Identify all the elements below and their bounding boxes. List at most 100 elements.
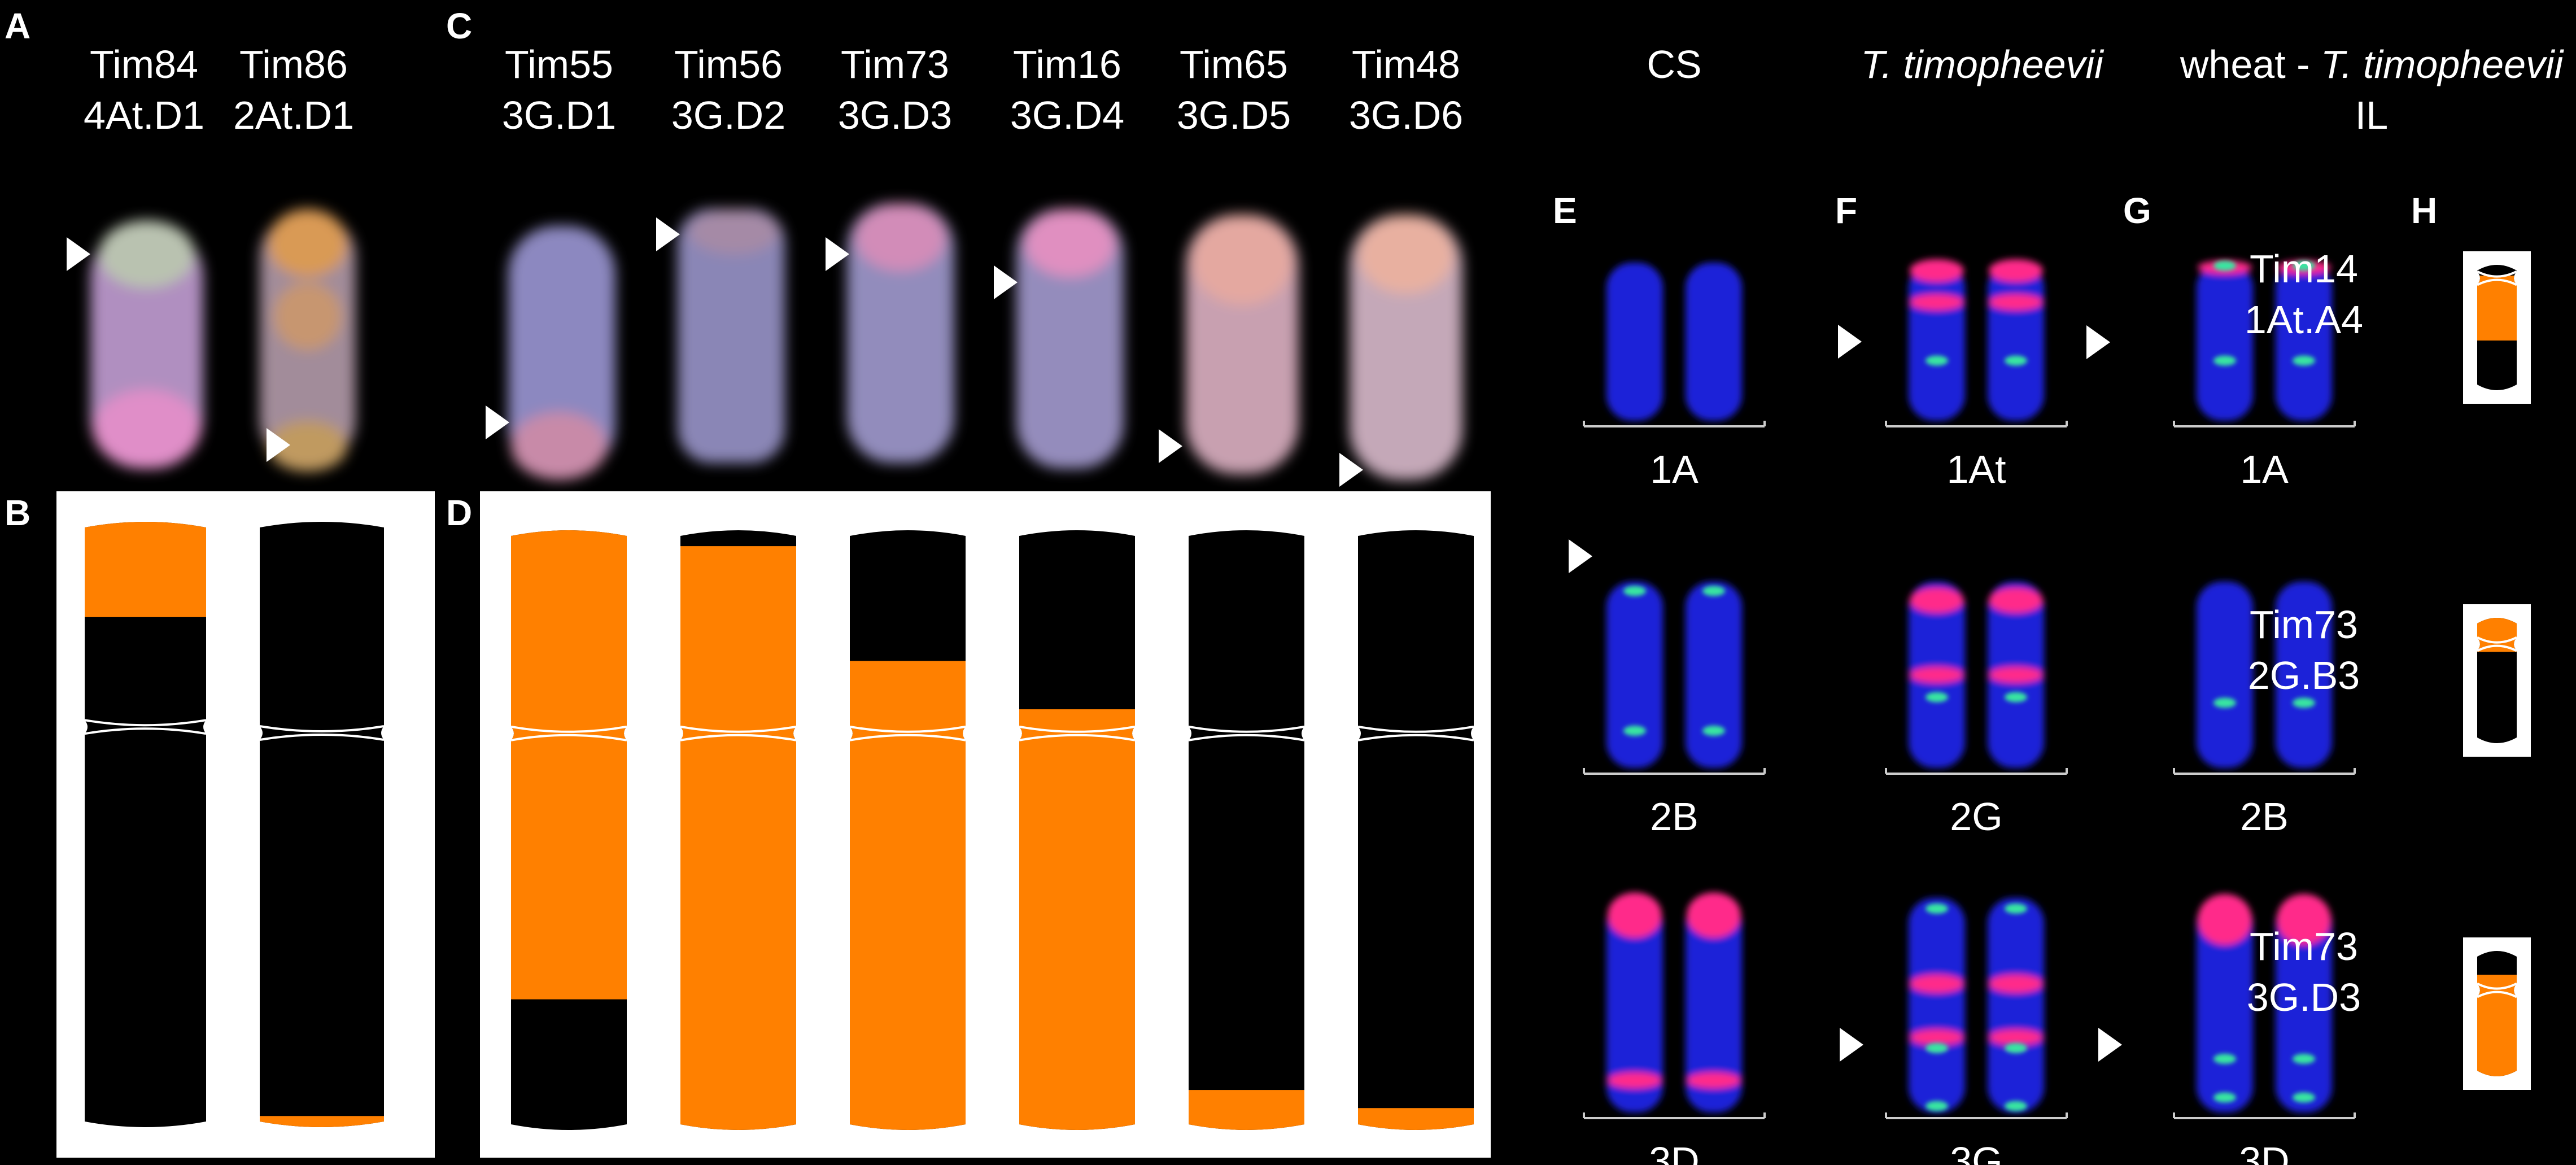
chromosome xyxy=(2197,898,2253,1112)
fish-panels: 1A 2B 3D 1At 2G 3G 1A 2B 3D xyxy=(1569,259,2356,1165)
line-code: 3G.D3 xyxy=(838,93,952,137)
red-signal xyxy=(1687,1072,1741,1088)
line-code: 3G.D5 xyxy=(1177,93,1291,137)
chromosome-photo xyxy=(260,209,356,472)
panel-c-photos xyxy=(486,203,1462,487)
chromosome-label: 3D xyxy=(2239,1139,2289,1165)
red-signal xyxy=(1910,294,1964,310)
chromosome xyxy=(1606,263,1663,421)
line-code: 3G.D6 xyxy=(1349,93,1463,137)
introgression-segment xyxy=(850,661,966,1130)
chromosome-label: 1At xyxy=(1946,447,2006,491)
red-signal xyxy=(1608,892,1662,938)
chromosome-photo xyxy=(1016,209,1124,469)
chromosome xyxy=(1988,898,2044,1112)
centromere xyxy=(849,725,966,741)
chromosome-photo xyxy=(678,209,785,463)
chromosome xyxy=(2276,263,2332,421)
green-signal xyxy=(1926,355,1948,366)
line-name: Tim86 xyxy=(239,42,348,86)
fish-chromosome-pair xyxy=(1885,898,2068,1119)
chromosome-label: 2B xyxy=(2240,795,2289,839)
arrowhead-icon xyxy=(1840,1028,1863,1062)
chromosome-label: 1A xyxy=(2240,447,2289,491)
green-signal xyxy=(1926,1101,1948,1111)
line-name: Tim48 xyxy=(1352,42,1460,86)
pair-bracket xyxy=(1885,421,2068,427)
h-line-code: 2G.B3 xyxy=(2248,653,2360,697)
pair-bracket xyxy=(2173,1112,2356,1119)
red-signal xyxy=(2277,894,2331,945)
red-signal xyxy=(1989,259,2043,282)
green-signal xyxy=(2213,1054,2236,1064)
red-signal xyxy=(1989,667,2043,683)
introgression-segment xyxy=(1189,1090,1304,1130)
chromosome-ideogram xyxy=(2477,618,2517,743)
line-name: Tim55 xyxy=(505,42,613,86)
red-signal xyxy=(1608,1072,1662,1088)
chromosome xyxy=(1909,898,1965,1112)
introgression-segment xyxy=(680,546,796,1130)
chromosome-label: 1A xyxy=(1650,447,1699,491)
centromere xyxy=(680,725,797,741)
introgression-segment xyxy=(260,1116,384,1127)
green-signal xyxy=(2293,697,2315,708)
panel-b-ideograms xyxy=(84,522,385,1127)
panel-label-a: A xyxy=(5,6,30,46)
green-signal xyxy=(2293,260,2315,271)
chromosome-photo xyxy=(1186,215,1299,474)
green-signal xyxy=(1623,586,1646,596)
arrowhead-icon xyxy=(656,217,680,251)
chromosome-label: 3D xyxy=(1649,1139,1699,1165)
introgression-segment xyxy=(2477,975,2517,1076)
h-line-name: Tim73 xyxy=(2250,603,2358,647)
green-signal xyxy=(1926,1043,1948,1053)
red-signal xyxy=(1910,667,1964,683)
line-name: Tim84 xyxy=(90,42,198,86)
h-line-name: Tim73 xyxy=(2250,924,2358,968)
centromere xyxy=(2477,982,2517,998)
line-code: 3G.D4 xyxy=(1010,93,1124,137)
chromosome-label: 2B xyxy=(1650,795,1699,839)
green-signal xyxy=(2213,260,2236,271)
fish-chromosome-pair xyxy=(1583,582,1766,775)
arrowhead-icon xyxy=(2086,325,2110,359)
header-il-species: T. timopheevii xyxy=(2321,42,2565,86)
header-il-suffix: IL xyxy=(2355,93,2388,137)
introgression-segment xyxy=(85,522,206,617)
centromere xyxy=(259,725,385,741)
red-signal xyxy=(1989,588,2043,613)
header-il: wheat - T. timopheevii xyxy=(2180,42,2565,86)
chromosome-ideogram xyxy=(1188,530,1305,1130)
chromosome-photo xyxy=(847,203,954,463)
chromosome xyxy=(2197,263,2253,421)
chromosome-ideogram xyxy=(84,522,207,1127)
panel-label-d: D xyxy=(446,492,472,533)
pair-bracket xyxy=(1583,1112,1766,1119)
arrowhead-icon xyxy=(267,428,290,462)
fish-chromosome-pair xyxy=(1583,263,1766,427)
panel-c-headers: Tim55 3G.D1 Tim56 3G.D2 Tim73 3G.D3 Tim1… xyxy=(502,42,1463,137)
chromosome xyxy=(2276,898,2332,1112)
chromosome-label: 2G xyxy=(1950,795,2002,839)
red-signal xyxy=(1989,1029,2043,1045)
panel-label-b: B xyxy=(5,492,30,533)
chromosome-photo xyxy=(508,226,615,480)
arrowhead-icon xyxy=(486,405,509,439)
h-line-name: Tim14 xyxy=(2250,247,2358,291)
header-cs: CS xyxy=(1647,42,1701,86)
panel-d-background xyxy=(480,491,1491,1158)
green-signal xyxy=(1926,692,1948,703)
chromosome-ideogram xyxy=(2477,265,2517,390)
green-signal xyxy=(2005,1043,2027,1053)
chromosome xyxy=(1606,582,1663,768)
arrowhead-icon xyxy=(1838,325,1862,359)
fish-chromosome-pair xyxy=(1885,582,2068,775)
centromere xyxy=(510,725,627,741)
line-code: 4At.D1 xyxy=(84,93,204,137)
green-signal xyxy=(2005,355,2027,366)
chromosome xyxy=(2276,582,2332,768)
pair-bracket xyxy=(1583,421,1766,427)
chromosome-label: 3G xyxy=(1950,1139,2002,1165)
